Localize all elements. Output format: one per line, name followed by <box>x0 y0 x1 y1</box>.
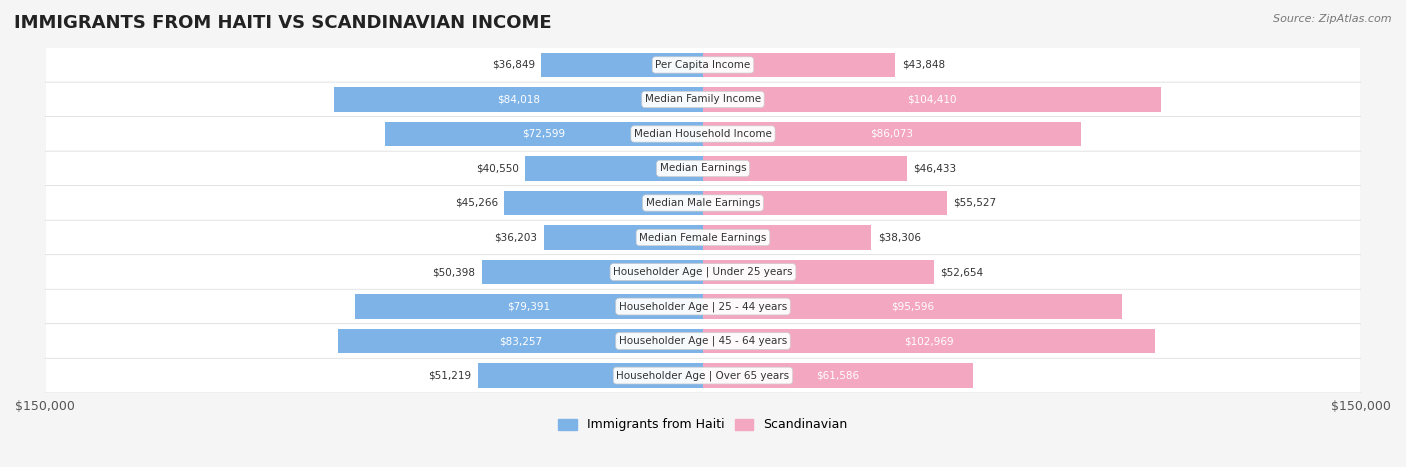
Bar <box>703 156 907 181</box>
Text: Median Family Income: Median Family Income <box>645 94 761 105</box>
Text: $86,073: $86,073 <box>870 129 914 139</box>
Text: $36,203: $36,203 <box>495 233 537 242</box>
Text: $46,433: $46,433 <box>914 163 956 173</box>
Text: $52,654: $52,654 <box>941 267 984 277</box>
Text: Source: ZipAtlas.com: Source: ZipAtlas.com <box>1274 14 1392 24</box>
Bar <box>505 191 703 215</box>
Text: Householder Age | Over 65 years: Householder Age | Over 65 years <box>616 370 790 381</box>
Text: $55,527: $55,527 <box>953 198 997 208</box>
FancyBboxPatch shape <box>45 358 1361 393</box>
Bar <box>703 121 1081 146</box>
FancyBboxPatch shape <box>45 186 1361 220</box>
Text: $40,550: $40,550 <box>475 163 519 173</box>
Bar <box>703 329 1154 354</box>
Text: $72,599: $72,599 <box>522 129 565 139</box>
Text: Median Household Income: Median Household Income <box>634 129 772 139</box>
Text: $43,848: $43,848 <box>901 60 945 70</box>
FancyBboxPatch shape <box>45 289 1361 324</box>
Bar <box>703 294 1122 319</box>
Text: Householder Age | 25 - 44 years: Householder Age | 25 - 44 years <box>619 301 787 312</box>
Bar <box>703 363 973 388</box>
Text: Median Earnings: Median Earnings <box>659 163 747 173</box>
Bar <box>703 87 1161 112</box>
Text: $83,257: $83,257 <box>499 336 541 346</box>
FancyBboxPatch shape <box>45 48 1361 82</box>
FancyBboxPatch shape <box>45 117 1361 151</box>
Text: $38,306: $38,306 <box>877 233 921 242</box>
Bar <box>354 294 703 319</box>
Text: $79,391: $79,391 <box>508 302 550 311</box>
Text: $45,266: $45,266 <box>454 198 498 208</box>
Text: Median Female Earnings: Median Female Earnings <box>640 233 766 242</box>
Bar <box>384 121 703 146</box>
Bar <box>478 363 703 388</box>
Bar <box>541 52 703 78</box>
Text: Per Capita Income: Per Capita Income <box>655 60 751 70</box>
Text: $102,969: $102,969 <box>904 336 953 346</box>
Bar <box>703 191 946 215</box>
Text: $51,219: $51,219 <box>429 371 472 381</box>
Text: $84,018: $84,018 <box>498 94 540 105</box>
Bar <box>544 225 703 250</box>
Text: Householder Age | Under 25 years: Householder Age | Under 25 years <box>613 267 793 277</box>
FancyBboxPatch shape <box>45 255 1361 290</box>
Text: $95,596: $95,596 <box>891 302 934 311</box>
Text: Householder Age | 45 - 64 years: Householder Age | 45 - 64 years <box>619 336 787 347</box>
Bar <box>703 225 872 250</box>
Bar <box>524 156 703 181</box>
Text: $36,849: $36,849 <box>492 60 534 70</box>
Bar <box>703 260 934 284</box>
Bar <box>335 87 703 112</box>
FancyBboxPatch shape <box>45 82 1361 117</box>
Bar <box>482 260 703 284</box>
Bar <box>337 329 703 354</box>
Text: $61,586: $61,586 <box>817 371 859 381</box>
Bar <box>703 52 896 78</box>
FancyBboxPatch shape <box>45 324 1361 358</box>
FancyBboxPatch shape <box>45 220 1361 255</box>
Text: IMMIGRANTS FROM HAITI VS SCANDINAVIAN INCOME: IMMIGRANTS FROM HAITI VS SCANDINAVIAN IN… <box>14 14 551 32</box>
Text: $50,398: $50,398 <box>432 267 475 277</box>
FancyBboxPatch shape <box>45 151 1361 186</box>
Text: Median Male Earnings: Median Male Earnings <box>645 198 761 208</box>
Text: $104,410: $104,410 <box>907 94 956 105</box>
Legend: Immigrants from Haiti, Scandinavian: Immigrants from Haiti, Scandinavian <box>558 418 848 432</box>
